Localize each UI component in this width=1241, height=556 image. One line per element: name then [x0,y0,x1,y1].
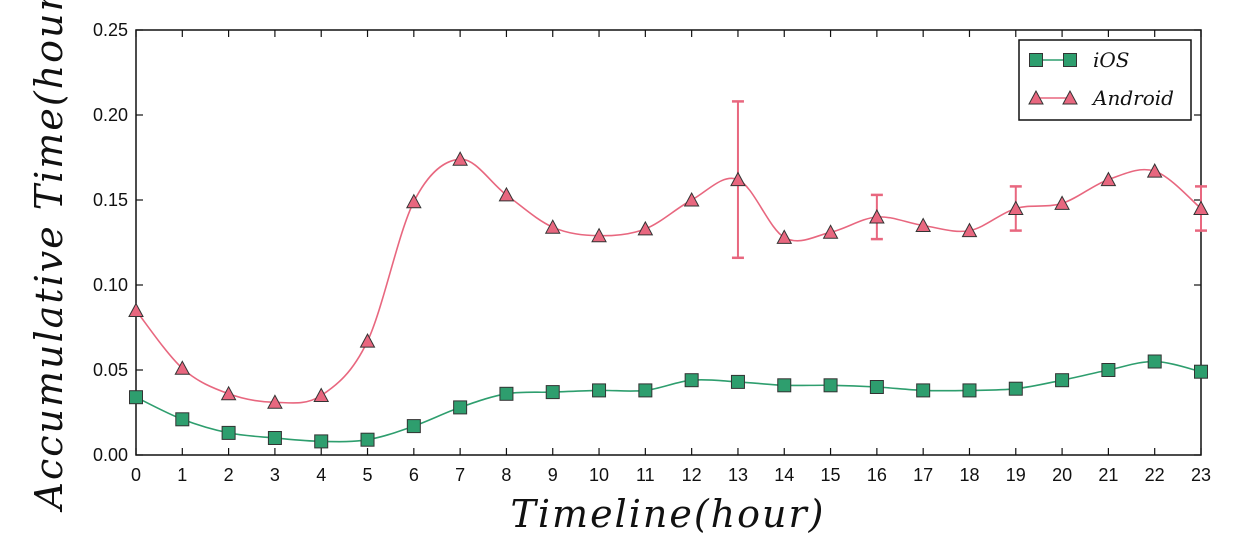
legend-label: Android [1091,86,1174,110]
x-tick-label: 3 [270,465,280,485]
x-tick-label: 14 [774,465,794,485]
x-axis-title: Timeline(hour) [511,492,826,536]
data-point-android [822,224,839,239]
plot-frame [135,29,1202,456]
data-point-ios [638,383,653,398]
data-point-ios [406,419,421,434]
y-tick-label: 0.05 [93,360,128,380]
data-point-ios [267,431,282,445]
x-tick-label: 19 [1006,465,1026,485]
data-point-ios [221,425,236,440]
data-point-ios [1194,364,1208,379]
data-point-ios [314,434,329,449]
data-point-ios [1101,363,1116,377]
data-point-android [1193,200,1209,215]
series-android [128,100,1209,409]
data-point-android [961,222,978,238]
y-tick-label: 0.00 [93,445,128,465]
x-tick-label: 4 [316,465,326,485]
data-point-android [915,217,932,232]
series-line-android [135,158,1202,404]
data-point-ios [730,374,745,389]
x-tick-label: 18 [959,465,979,485]
x-tick-label: 6 [409,465,419,485]
x-tick-label: 9 [548,465,558,485]
y-tick-label: 0.15 [93,190,128,210]
data-point-android [174,360,191,375]
data-point-ios [962,383,977,398]
data-point-android [267,394,283,409]
y-tick-label: 0.25 [93,20,128,40]
x-tick-label: 8 [501,465,511,485]
data-point-android [1146,163,1163,178]
x-tick-label: 10 [589,465,609,485]
x-tick-label: 13 [728,465,748,485]
data-point-ios [360,432,375,447]
data-point-ios [499,386,514,401]
legend: iOS Android [1018,39,1192,121]
x-tick-label: 7 [455,465,465,485]
data-point-android [1054,195,1070,210]
series-layer [128,100,1209,449]
data-point-android [128,302,144,317]
legend-label: iOS [1093,48,1130,72]
data-point-android [220,385,237,401]
legend-marker [1062,89,1078,105]
x-tick-label: 1 [177,465,187,485]
data-point-ios [823,378,838,393]
x-tick-label: 17 [913,465,933,485]
data-point-android [683,191,700,207]
data-point-android [730,171,746,187]
data-point-android [1100,171,1117,187]
data-point-android [313,387,330,402]
data-point-ios [1008,381,1023,396]
data-point-ios [777,378,792,393]
data-point-android [776,229,793,244]
series-ios [129,354,1208,449]
legend-marker [1063,53,1077,67]
x-tick-label: 0 [131,465,141,485]
y-tick-label: 0.20 [93,105,128,125]
data-point-android [637,220,654,236]
y-tick-label: 0.10 [93,275,128,295]
y-axis-title: Accumulative Time(hour) [27,0,71,512]
data-point-android [591,227,607,243]
legend-marker [1028,89,1044,105]
x-tick-label: 12 [682,465,702,485]
data-point-ios [175,412,190,427]
x-tick-label: 2 [224,465,234,485]
data-point-android [498,186,515,202]
data-point-android [452,151,468,166]
series-line-ios [135,360,1202,443]
data-point-ios [545,385,560,400]
data-point-ios [592,383,607,398]
x-tick-label: 23 [1191,465,1211,485]
x-tick-label: 20 [1052,465,1072,485]
data-point-android [359,333,376,348]
data-point-ios [1055,373,1070,388]
x-tick-label: 5 [363,465,373,485]
data-point-ios [453,400,468,415]
y-axis: 0.00 0.05 0.10 0.15 0.20 0.25 [93,20,1201,465]
data-point-android [1007,200,1024,215]
data-point-ios [1147,354,1162,369]
data-point-android [869,208,885,224]
data-point-ios [129,390,143,405]
x-tick-label: 16 [867,465,887,485]
data-point-ios [684,373,699,388]
x-axis: 0 1 2 3 4 5 6 7 8 9 10 11 12 13 14 15 16 17 18 19 20 21 22 23 [131,30,1211,485]
legend-box [1018,39,1192,121]
data-point-android [405,193,422,209]
legend-marker [1029,53,1043,67]
data-point-ios [869,380,884,394]
x-tick-label: 21 [1098,465,1118,485]
x-tick-label: 15 [821,465,841,485]
x-tick-label: 11 [636,465,655,485]
data-point-android [544,219,561,234]
x-tick-label: 22 [1145,465,1165,485]
data-point-ios [916,383,931,398]
